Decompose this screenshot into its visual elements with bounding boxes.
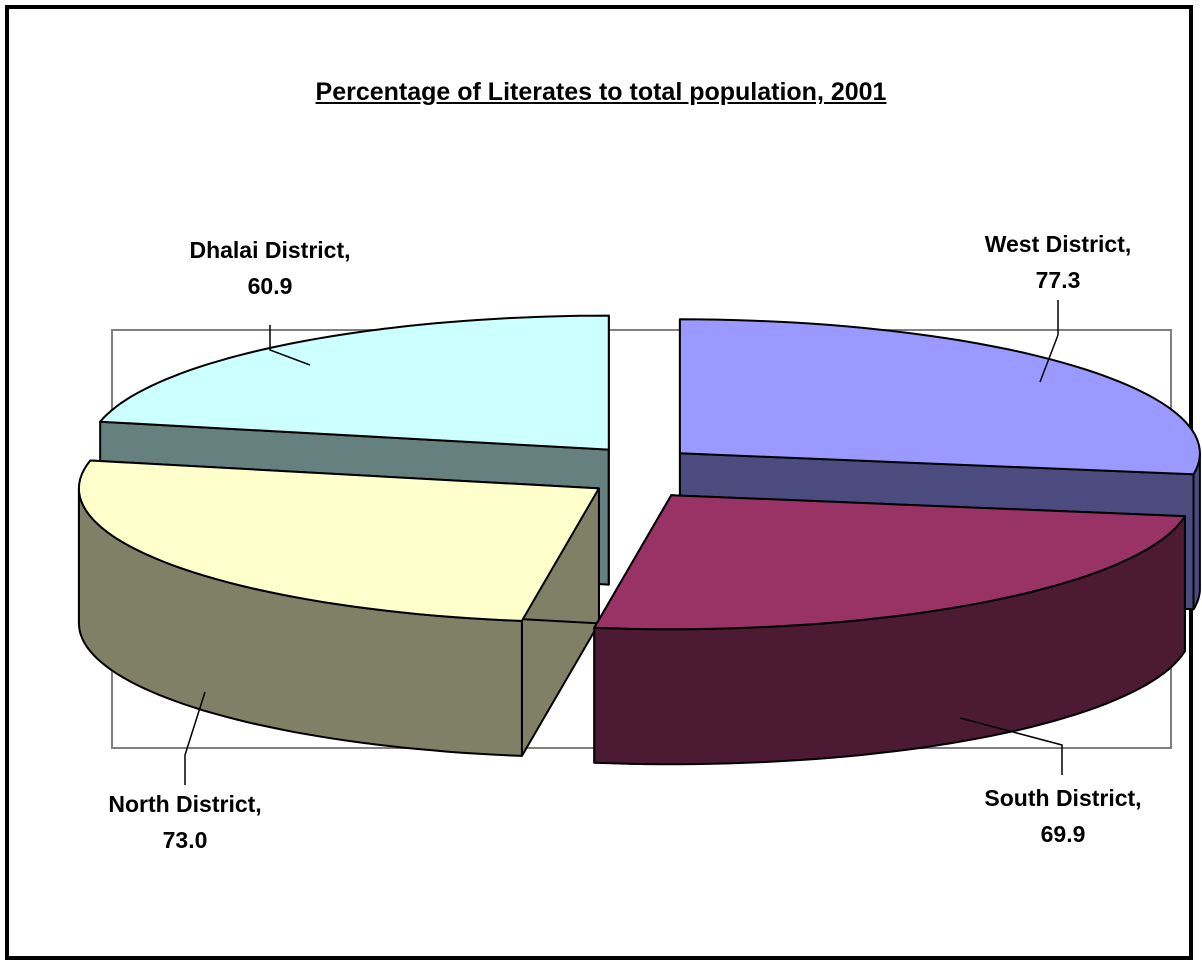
- data-label-category: Dhalai District,: [189, 237, 350, 263]
- chart-title: Percentage of Literates to total populat…: [315, 78, 887, 106]
- slice-outer-wall: [1192, 452, 1201, 611]
- slice-top: [678, 318, 1201, 476]
- data-label-value: 60.9: [248, 273, 293, 299]
- data-label-value: 77.3: [1036, 267, 1081, 293]
- slice-top: [77, 459, 600, 622]
- pie-slices: [77, 314, 1201, 766]
- leader-line-dhalai-district: [269, 325, 311, 366]
- data-label-value: 73.0: [163, 827, 208, 853]
- data-labels: West District, 77.3 South District, 69.9 Nor…: [108, 231, 1141, 853]
- data-label-category: North District,: [108, 791, 261, 817]
- slice-top: [593, 494, 1186, 631]
- data-label-category: South District,: [984, 785, 1141, 811]
- data-label-category: West District,: [985, 231, 1132, 257]
- leader-line-west-district: [1039, 300, 1059, 383]
- leader-line-south-district: [959, 717, 1063, 775]
- data-label-value: 69.9: [1041, 821, 1086, 847]
- slice-top: [99, 314, 610, 451]
- slice-north-district: [77, 459, 600, 757]
- leader-lines: [184, 300, 1063, 785]
- leader-line-north-district: [184, 691, 206, 785]
- slice-south-district: [593, 494, 1186, 766]
